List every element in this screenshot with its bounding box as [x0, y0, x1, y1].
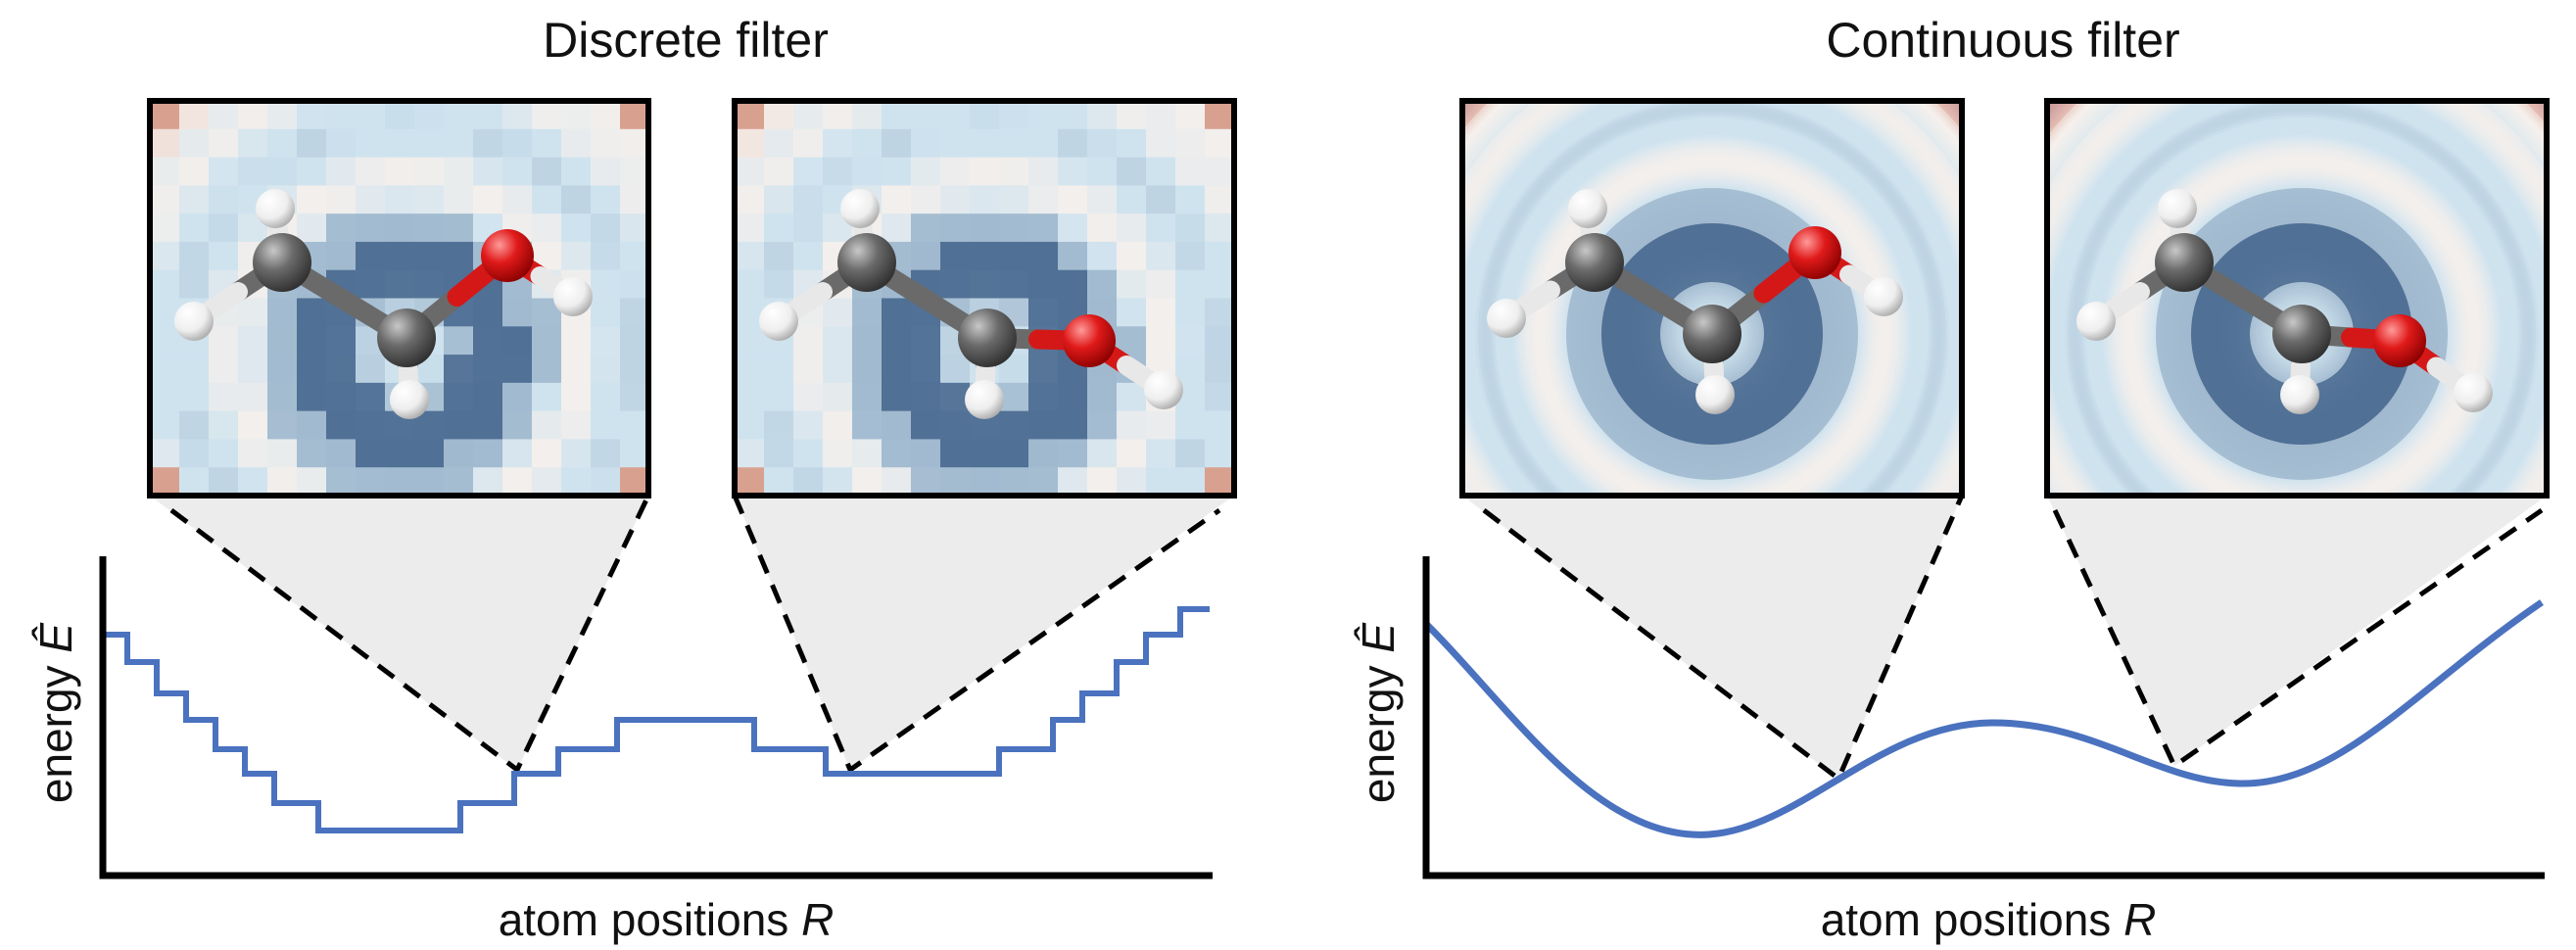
hydrogen-atom: [840, 189, 880, 228]
x-axis-label: atom positions R: [499, 894, 835, 945]
filter-image-left: [147, 98, 651, 499]
ethanol-molecule: [759, 189, 1183, 419]
y-axis-label: energy Ê: [1353, 622, 1404, 803]
hydrogen-atom: [965, 380, 1004, 419]
hydrogen-atom: [2158, 189, 2197, 228]
hydrogen-atom: [2280, 375, 2319, 414]
hydrogen-atom: [174, 302, 214, 341]
projection-cone-right: [735, 496, 1234, 770]
ethanol-molecule: [174, 189, 593, 419]
hydrogen-atom: [553, 277, 593, 316]
projection-cone-left: [1462, 496, 1962, 779]
hydrogen-atom: [1487, 299, 1526, 338]
oxygen-atom: [481, 229, 534, 282]
carbon-atom: [1565, 233, 1624, 292]
hydrogen-atom: [1695, 375, 1735, 414]
projection-line-left: [169, 494, 651, 774]
hydrogen-atom: [2454, 373, 2493, 412]
filter-image-left: [1459, 98, 1965, 499]
carbon-atom: [2155, 233, 2214, 292]
projection-cone-right: [2047, 496, 2547, 766]
ethanol-molecule: [1487, 189, 1903, 414]
panel-continuous: Continuous filter atom positions R energ…: [1353, 13, 2550, 945]
projection-cone-left: [150, 496, 648, 770]
panel-title: Continuous filter: [1826, 13, 2179, 68]
carbon-atom: [1683, 305, 1741, 363]
ethanol-molecule: [2076, 189, 2493, 414]
hydrogen-atom: [2076, 302, 2116, 341]
hydrogen-atom: [1144, 370, 1183, 409]
hydrogen-atom: [1864, 277, 1903, 316]
carbon-atom: [837, 233, 896, 292]
hydrogen-atom: [256, 189, 295, 228]
carbon-atom: [377, 309, 436, 367]
projection-line-right: [732, 495, 1221, 774]
panel-discrete: Discrete filter atom positions R energy …: [30, 13, 1237, 945]
axes: [99, 556, 1213, 879]
oxygen-atom: [1063, 314, 1116, 367]
hydrogen-atom: [1568, 189, 1607, 228]
filter-image-right: [2044, 98, 2550, 499]
energy-step-curve: [105, 606, 1210, 833]
hydrogen-atom: [390, 380, 429, 419]
oxygen-atom: [2373, 314, 2426, 367]
projection-line-left: [1482, 495, 1965, 783]
panel-title: Discrete filter: [543, 13, 829, 68]
continuous-filter-map: [2047, 101, 2547, 496]
axes: [1422, 556, 2545, 879]
y-axis-label: energy Ê: [30, 622, 81, 803]
carbon-atom: [2272, 305, 2331, 363]
carbon-atom: [253, 233, 311, 292]
filter-image-right: [732, 98, 1237, 499]
oxygen-atom: [1789, 226, 1841, 279]
x-axis-label: atom positions R: [1821, 894, 2157, 945]
energy-smooth-curve: [1424, 599, 2544, 838]
carbon-atom: [958, 309, 1017, 367]
hydrogen-atom: [759, 302, 798, 341]
discrete-filter-map: [150, 101, 648, 496]
